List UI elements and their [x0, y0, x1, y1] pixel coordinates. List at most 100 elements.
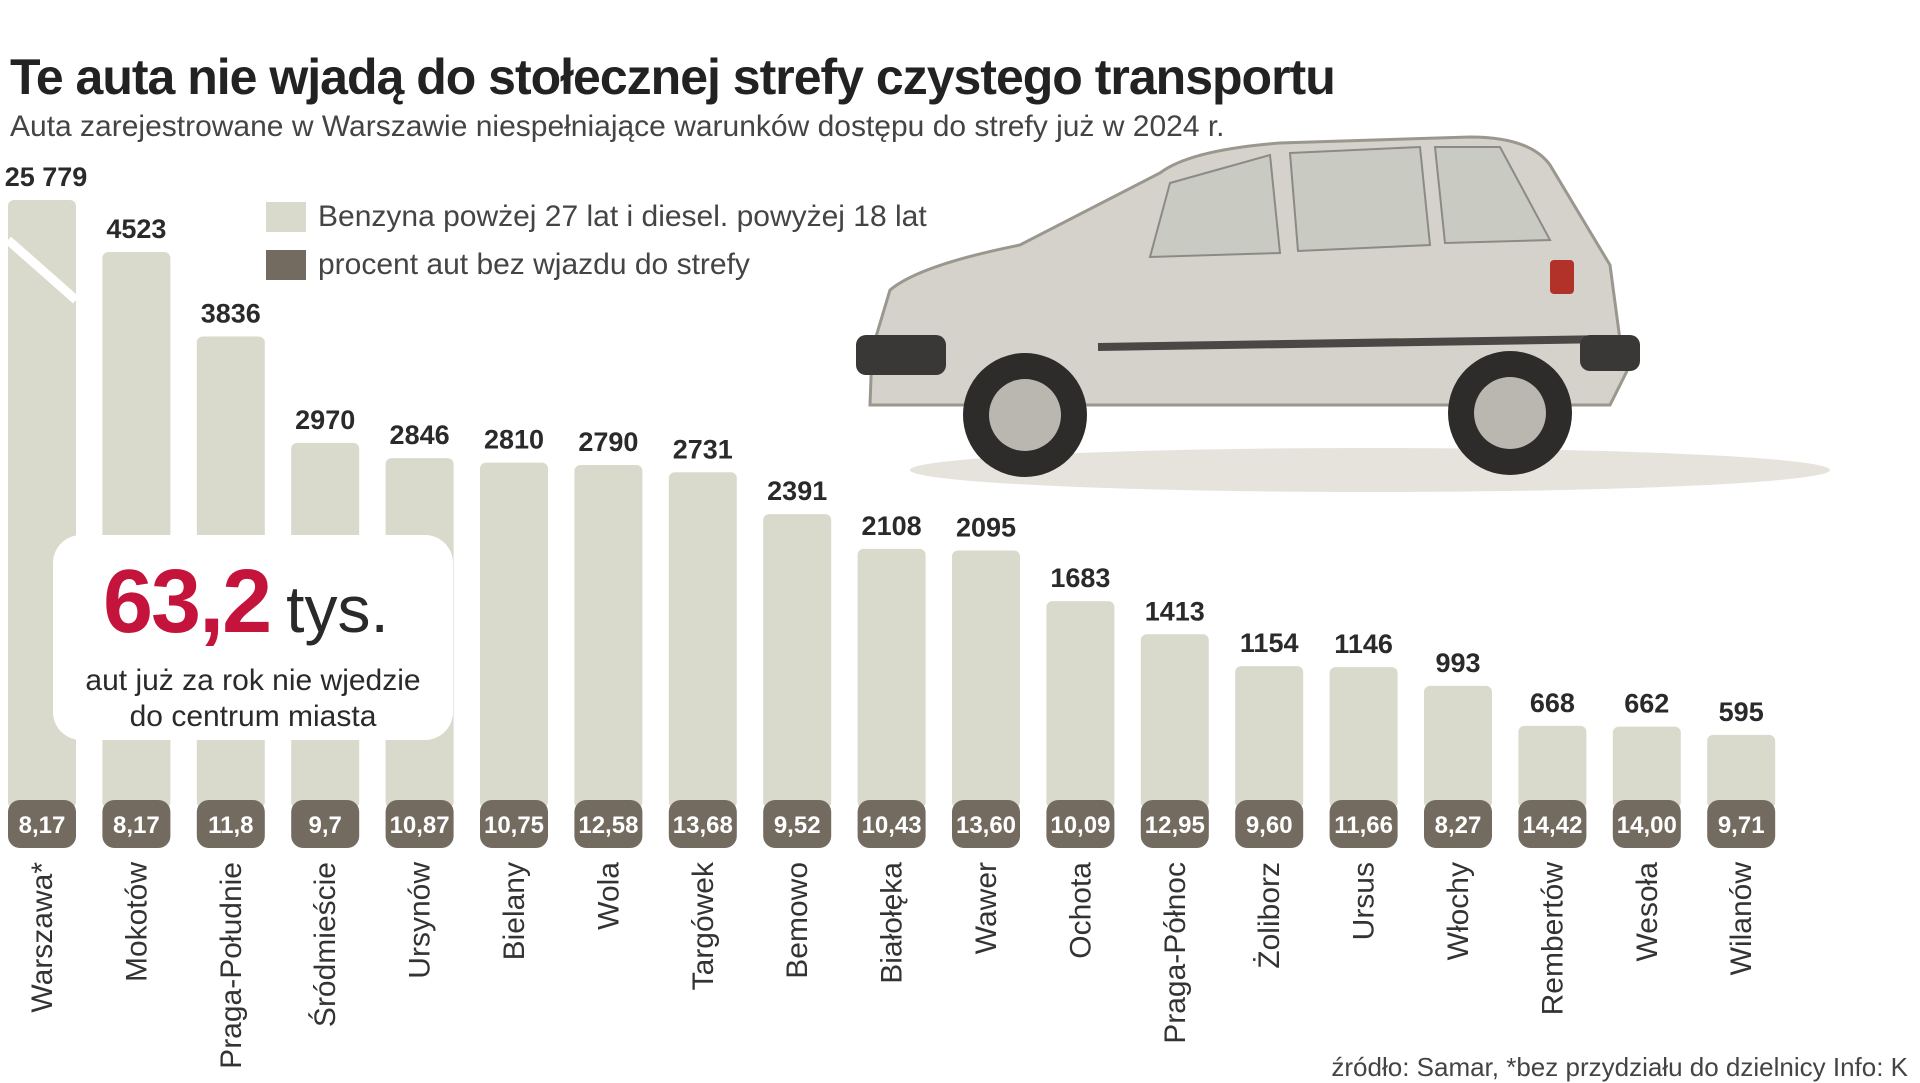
- category-label-10: Wawer: [970, 862, 1003, 954]
- percent-label-2: 11,8: [208, 812, 253, 839]
- value-label-4: 2846: [390, 420, 450, 450]
- bar-6: [574, 465, 643, 808]
- category-labels-layer: Warszawa* Mokotów Praga-Południe Śródmieści…: [26, 861, 1758, 1069]
- category-label-14: Ursus: [1348, 862, 1381, 940]
- category-label-5: Bielany: [498, 862, 531, 960]
- value-label-14: 1146: [1334, 629, 1393, 659]
- chart-title: Te auta nie wjadą do stołecznej strefy c…: [10, 49, 1336, 105]
- category-label-8: Bemowo: [781, 862, 814, 979]
- percent-badge-15: [1424, 800, 1492, 848]
- bar-11: [1046, 601, 1115, 808]
- value-label-3: 2970: [295, 405, 355, 435]
- bar-10: [952, 550, 1020, 808]
- percent-badge-8: [763, 800, 832, 848]
- value-label-16: 668: [1530, 688, 1575, 718]
- value-label-0: 25 779: [5, 162, 88, 192]
- percent-label-5: 10,75: [484, 812, 544, 839]
- percent-label-4: 10,87: [390, 812, 450, 839]
- value-label-11: 1683: [1050, 563, 1110, 593]
- category-label-1: Mokotów: [120, 862, 153, 982]
- category-label-2: Praga-Południe: [215, 862, 248, 1069]
- percent-badge-14: [1329, 800, 1398, 848]
- category-label-11: Ochota: [1064, 862, 1097, 959]
- bars-layer: [5, 200, 1776, 808]
- percent-label-13: 9,60: [1246, 812, 1293, 839]
- car-illustration: [856, 135, 1830, 492]
- callout-value: 63,2: [103, 552, 272, 652]
- percent-badge-3: [291, 800, 360, 848]
- percent-label-3: 9,7: [309, 812, 342, 839]
- percent-badge-11: [1046, 800, 1115, 848]
- legend-item-count: Benzyna powżej 27 lat i diesel. powyżej …: [266, 200, 927, 234]
- percent-label-7: 13,68: [673, 812, 733, 839]
- value-label-6: 2790: [578, 427, 638, 457]
- percent-label-1: 8,17: [113, 812, 160, 839]
- callout-line-2: do centrum miasta: [129, 700, 377, 733]
- category-label-15: Włochy: [1442, 862, 1475, 960]
- value-label-5: 2810: [484, 425, 544, 455]
- category-label-12: Praga-Północ: [1159, 862, 1192, 1044]
- percent-badge-18: [1707, 800, 1776, 848]
- percent-label-18: 9,71: [1718, 812, 1765, 839]
- callout-number: 63,2 tys.: [103, 551, 389, 654]
- value-labels-layer: 25 779 4523 3836 2970 2846 2810 2790 2731 2391 21…: [5, 162, 1764, 727]
- axis-break-mark: [5, 236, 79, 304]
- legend-label-count: Benzyna powżej 27 lat i diesel. powyżej …: [318, 200, 927, 233]
- category-label-7: Targówek: [687, 861, 720, 990]
- percent-label-10: 13,60: [956, 812, 1016, 839]
- bar-16: [1518, 725, 1587, 808]
- category-label-17: Wesoła: [1631, 862, 1664, 962]
- percent-badge-0: [8, 800, 76, 848]
- percent-badge-17: [1612, 800, 1681, 848]
- percent-badge-4: [385, 800, 454, 848]
- bar-5: [480, 462, 548, 808]
- percent-label-9: 10,43: [862, 812, 922, 839]
- percent-badge-5: [480, 800, 548, 848]
- percent-label-16: 14,42: [1522, 812, 1582, 839]
- bar-13: [1235, 666, 1304, 808]
- legend-swatch-count: [266, 202, 306, 232]
- bar-18: [1707, 734, 1776, 808]
- percent-label-0: 8,17: [19, 812, 66, 839]
- percent-badge-1: [102, 800, 171, 848]
- percent-label-17: 14,00: [1617, 812, 1677, 839]
- value-label-12: 1413: [1145, 596, 1205, 626]
- percent-label-6: 12,58: [578, 812, 638, 839]
- percent-label-12: 12,95: [1145, 812, 1205, 839]
- percent-label-15: 8,27: [1435, 812, 1482, 839]
- bar-9: [857, 548, 926, 808]
- category-label-4: Ursynów: [404, 862, 437, 979]
- value-label-10: 2095: [956, 512, 1016, 542]
- value-label-15: 993: [1435, 648, 1480, 678]
- callout-description: aut już za rok nie wjedzie do centrum mi…: [53, 663, 453, 735]
- percent-badge-12: [1140, 800, 1209, 848]
- bar-8: [763, 514, 832, 808]
- percent-badge-10: [952, 800, 1020, 848]
- value-label-2: 3836: [201, 298, 261, 328]
- percent-label-14: 11,66: [1334, 812, 1393, 839]
- category-label-3: Śródmieście: [308, 862, 342, 1027]
- percent-badge-13: [1235, 800, 1304, 848]
- legend-item-percent: procent aut bez wjazdu do strefy: [266, 248, 750, 282]
- percent-badge-6: [574, 800, 643, 848]
- callout-line-1: aut już za rok nie wjedzie: [85, 664, 421, 697]
- value-label-13: 1154: [1240, 628, 1299, 658]
- category-label-0: Warszawa*: [26, 862, 59, 1013]
- value-label-18: 595: [1719, 697, 1764, 727]
- value-label-1: 4523: [106, 214, 166, 244]
- category-label-18: Wilanów: [1725, 862, 1758, 976]
- legend-swatch-percent: [266, 250, 306, 280]
- value-label-9: 2108: [862, 511, 922, 541]
- category-label-6: Wola: [592, 862, 625, 930]
- value-label-7: 2731: [673, 434, 733, 464]
- percent-label-11: 10,09: [1050, 812, 1110, 839]
- category-label-16: Rembertów: [1536, 862, 1569, 1016]
- bar-7: [668, 472, 737, 808]
- percent-badge-7: [668, 800, 737, 848]
- percent-badge-9: [857, 800, 926, 848]
- chart-subtitle: Auta zarejestrowane w Warszawie niespełn…: [10, 110, 1225, 143]
- bar-17: [1612, 726, 1681, 808]
- percent-label-8: 9,52: [774, 812, 821, 839]
- source-note: źródło: Samar, *bez przydziału do dzieln…: [1331, 1052, 1908, 1082]
